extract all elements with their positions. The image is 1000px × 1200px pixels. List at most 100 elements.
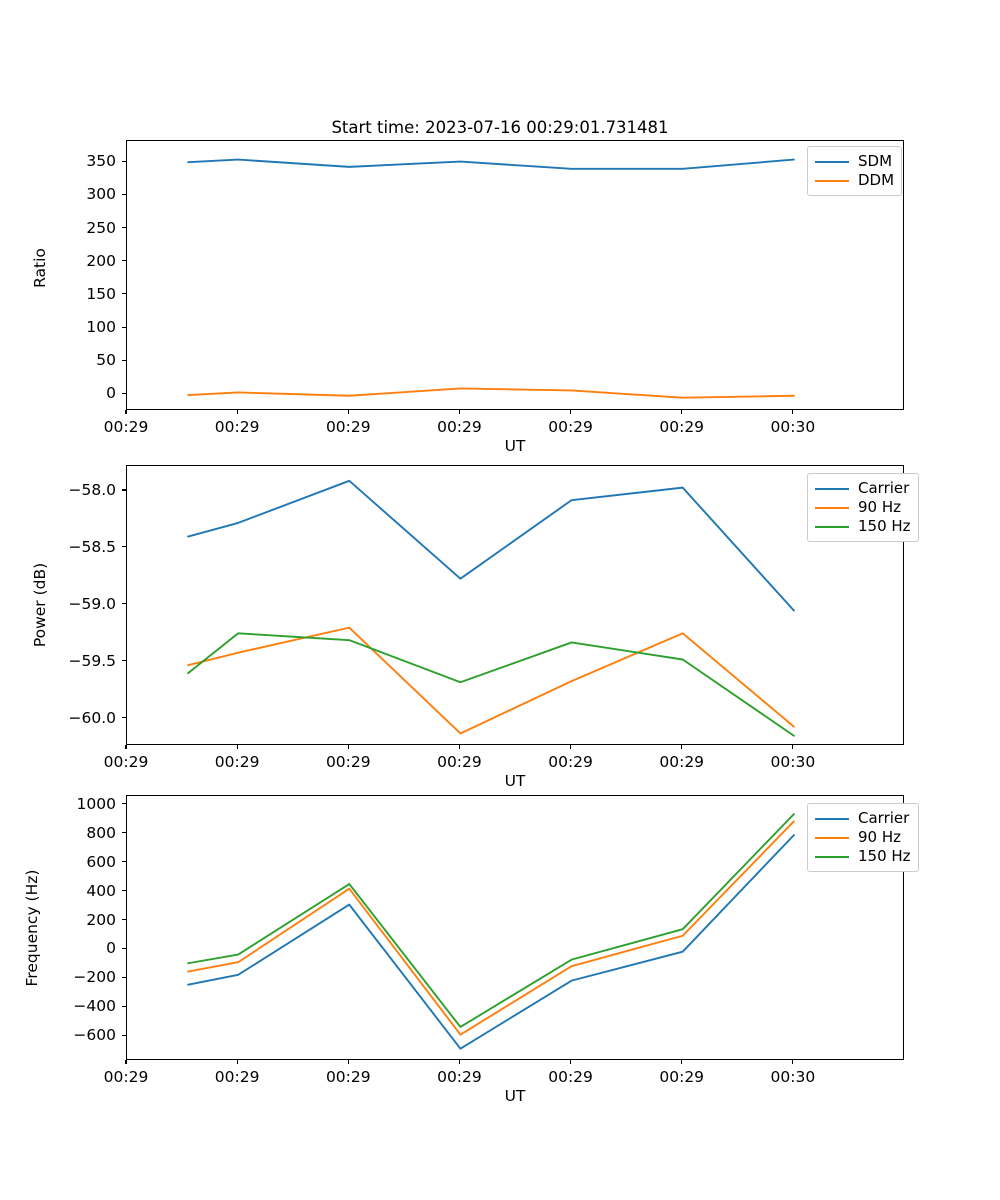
legend-item[interactable]: DDM — [815, 171, 894, 190]
y-tickmark — [121, 489, 126, 491]
legend-label-sdm: SDM — [858, 152, 893, 170]
x-tickmark — [125, 745, 127, 750]
x-tick-label: 00:29 — [548, 418, 593, 436]
x-tickmark — [347, 745, 349, 750]
ratio-plot-area — [126, 140, 904, 410]
x-tick-label: 00:29 — [659, 1068, 705, 1086]
y-tickmark — [121, 392, 126, 394]
y-tick-label: −60.0 — [68, 708, 117, 727]
y-tickmark — [121, 803, 126, 805]
series-line-150-hz — [187, 813, 795, 1028]
legend-label-ddm: DDM — [858, 171, 895, 189]
y-tickmark — [121, 227, 126, 229]
x-tick-label: 00:29 — [214, 753, 260, 771]
x-tick-label: 00:29 — [437, 418, 482, 436]
y-tick-label: −600 — [73, 1026, 116, 1045]
series-line-90-hz — [187, 626, 795, 735]
y-tick-label: 100 — [86, 318, 116, 337]
y-tickmark — [121, 832, 126, 834]
frequency-legend[interactable]: Carrier 90 Hz 150 Hz — [807, 803, 919, 872]
x-tickmark — [792, 410, 794, 415]
frequency-xlabel: UT — [504, 1087, 526, 1105]
legend-item[interactable]: 150 Hz — [815, 847, 911, 866]
legend-item[interactable]: Carrier — [815, 809, 911, 828]
y-tickmark — [121, 976, 126, 978]
frequency-ylabel: Frequency (Hz) — [23, 869, 41, 987]
y-tickmark — [121, 260, 126, 262]
y-tickmark — [121, 660, 126, 662]
x-tick-label: 00:29 — [659, 753, 705, 771]
x-tickmark — [681, 745, 683, 750]
y-tickmark — [121, 1034, 126, 1036]
y-tickmark — [121, 359, 126, 361]
x-tickmark — [125, 410, 127, 415]
y-tick-label: 300 — [86, 185, 116, 204]
legend-swatch-carrier — [815, 487, 849, 490]
x-tickmark — [681, 1060, 683, 1065]
x-tickmark — [347, 410, 349, 415]
legend-label-90hz: 90 Hz — [858, 498, 902, 516]
y-tick-label: 0 — [106, 939, 116, 958]
x-tickmark — [458, 745, 460, 750]
y-tickmark — [121, 717, 126, 719]
legend-label-carrier: Carrier — [858, 809, 910, 827]
x-tickmark — [125, 1060, 127, 1065]
frequency-data-lines — [187, 813, 795, 1050]
x-tickmark — [347, 1060, 349, 1065]
x-tickmark — [458, 410, 460, 415]
figure-title: Start time: 2023-07-16 00:29:01.731481 — [331, 118, 669, 137]
frequency-plot-area — [126, 795, 904, 1060]
power-xlabel: UT — [504, 772, 526, 790]
ratio-xlabel: UT — [504, 437, 526, 455]
y-tickmark — [121, 861, 126, 863]
legend-swatch-carrier — [815, 817, 849, 820]
y-tick-label: 150 — [86, 284, 116, 303]
power-legend[interactable]: Carrier 90 Hz 150 Hz — [807, 473, 919, 542]
legend-label-150hz: 150 Hz — [858, 517, 911, 535]
legend-label-150hz: 150 Hz — [858, 847, 911, 865]
legend-swatch-sdm — [815, 160, 849, 163]
y-tickmark — [121, 603, 126, 605]
ratio-data-lines — [187, 158, 795, 399]
x-tick-label: 00:29 — [214, 418, 260, 436]
y-tickmark — [121, 326, 126, 328]
legend-item[interactable]: 90 Hz — [815, 498, 911, 517]
legend-item[interactable]: 90 Hz — [815, 828, 911, 847]
y-tickmark — [121, 160, 126, 162]
x-tick-label: 00:30 — [770, 1068, 816, 1086]
x-tick-label: 00:29 — [437, 753, 482, 771]
series-line-carrier — [187, 834, 795, 1050]
ratio-legend[interactable]: SDM DDM — [807, 146, 903, 196]
legend-swatch-90hz — [815, 506, 849, 509]
power-ylabel: Power (dB) — [31, 562, 49, 648]
x-tickmark — [570, 410, 572, 415]
legend-label-90hz: 90 Hz — [858, 828, 902, 846]
y-tick-label: 800 — [86, 823, 116, 842]
x-tickmark — [681, 410, 683, 415]
x-tick-label: 00:29 — [103, 418, 149, 436]
legend-swatch-150hz — [815, 525, 849, 528]
x-tick-label: 00:29 — [437, 1068, 482, 1086]
y-tick-label: −59.0 — [68, 594, 117, 613]
power-plot-area — [126, 465, 904, 745]
y-tick-label: 600 — [86, 852, 116, 871]
x-tickmark — [236, 745, 238, 750]
y-tick-label: −200 — [73, 968, 116, 987]
y-tickmark — [121, 1005, 126, 1007]
frequency-panel: −600 −400 −200 0 200 400 600 800 1000 00:29 00:29 0… — [0, 0, 1000, 1105]
y-tickmark — [121, 193, 126, 195]
y-tickmark — [121, 947, 126, 950]
x-tickmark — [792, 745, 794, 750]
x-tick-label: 00:29 — [103, 1068, 149, 1086]
power-panel: −58.0 −58.5 −59.0 −59.5 −60.0 00:29 00:29 00:29… — [0, 0, 1000, 790]
y-tick-label: 200 — [86, 910, 116, 929]
y-tickmark — [121, 918, 126, 921]
x-tick-label: 00:29 — [659, 418, 705, 436]
x-tick-label: 00:29 — [325, 418, 371, 436]
legend-item[interactable]: 150 Hz — [815, 517, 911, 536]
x-tick-label: 00:29 — [325, 753, 371, 771]
legend-item[interactable]: Carrier — [815, 479, 911, 498]
y-tick-label: −59.5 — [68, 651, 117, 670]
legend-item[interactable]: SDM — [815, 152, 894, 171]
